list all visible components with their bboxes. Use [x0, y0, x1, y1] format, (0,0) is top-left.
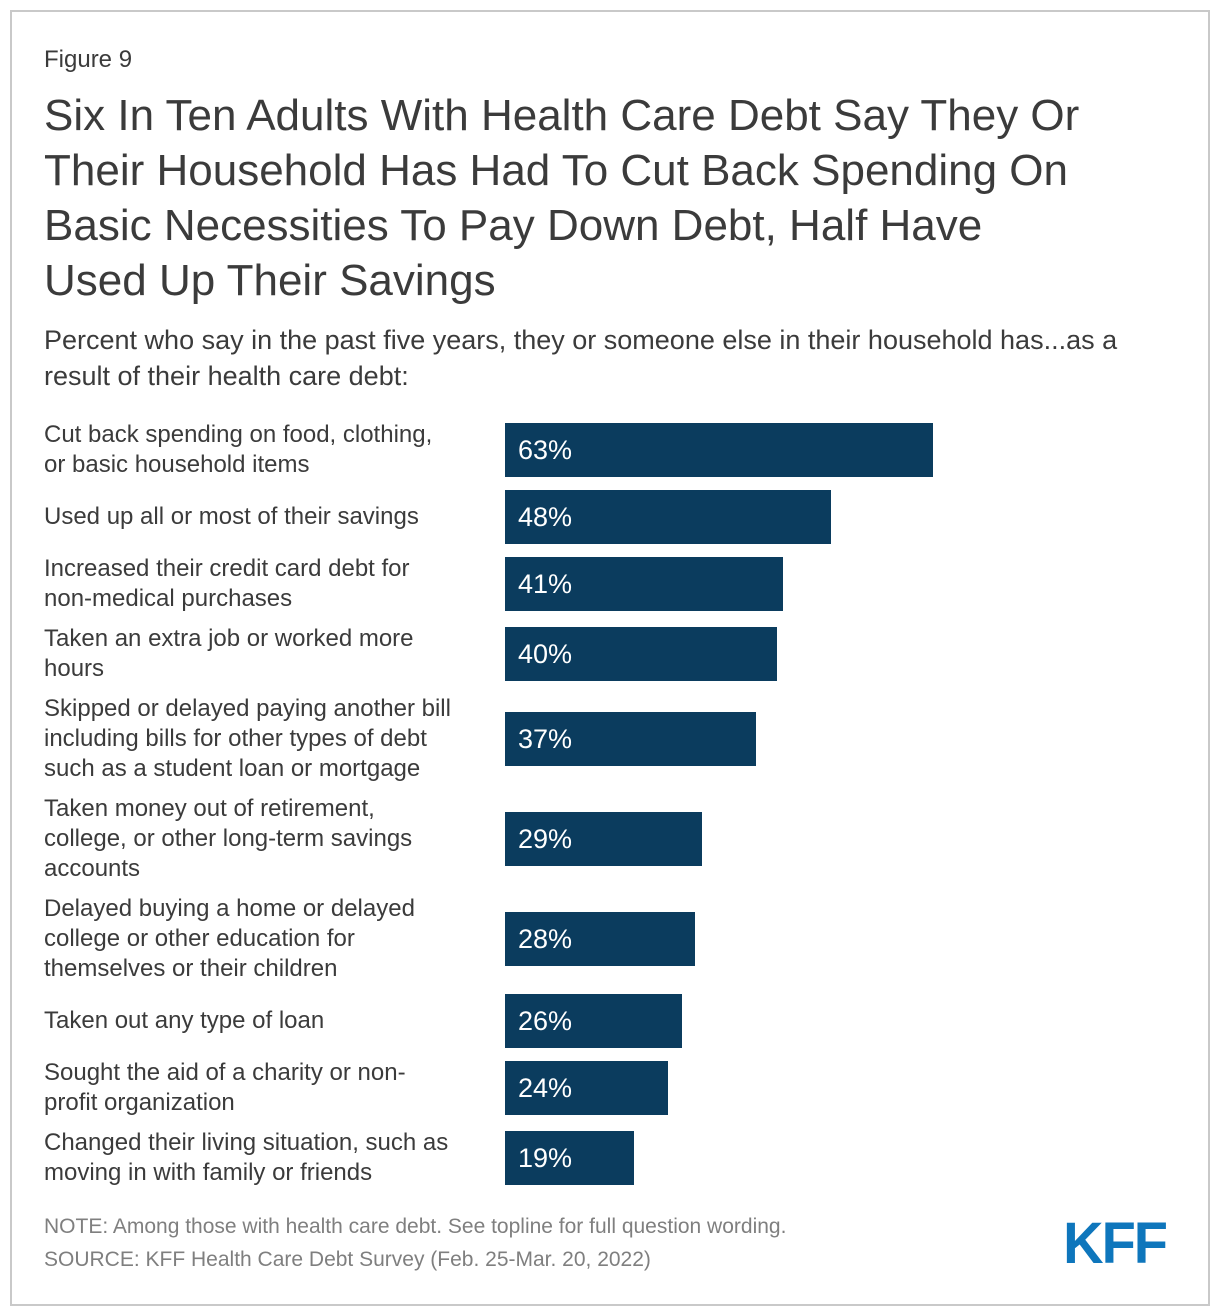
category-label: Skipped or delayed paying another bill i… — [44, 695, 451, 782]
chart-row: Used up all or most of their savings 48% — [44, 490, 1184, 544]
bar-track: 37% — [505, 712, 1184, 766]
kff-logo: KFF — [1063, 1209, 1168, 1276]
bar-value-label: 41% — [518, 568, 573, 599]
bar: 28% — [505, 912, 696, 966]
category-label: Increased their credit card debt for non… — [44, 555, 410, 612]
figure-number: Figure 9 — [44, 46, 133, 73]
footer-notes: NOTE: Among those with health care debt.… — [44, 1210, 786, 1276]
source-text: SOURCE: KFF Health Care Debt Survey (Feb… — [44, 1248, 651, 1271]
category-label: Delayed buying a home or delayed college… — [44, 895, 415, 982]
note-text: NOTE: Among those with health care debt.… — [44, 1215, 787, 1238]
bar-track: 40% — [505, 627, 1184, 681]
category-label: Changed their living situation, such as … — [44, 1129, 449, 1186]
bar-value-label: 28% — [518, 923, 573, 954]
bar: 40% — [505, 627, 777, 681]
bar-track: 24% — [505, 1061, 1184, 1115]
bar: 29% — [505, 812, 702, 866]
chart-row: Cut back spending on food, clothing, or … — [44, 420, 1184, 480]
bar: 26% — [505, 994, 682, 1048]
chart-row: Changed their living situation, such as … — [44, 1128, 1184, 1188]
chart-row: Sought the aid of a charity or non- prof… — [44, 1058, 1184, 1118]
bar-track: 48% — [505, 490, 1184, 544]
bar: 63% — [505, 423, 933, 477]
bar-value-label: 26% — [518, 1005, 573, 1036]
bar: 48% — [505, 490, 831, 544]
category-label: Sought the aid of a charity or non- prof… — [44, 1059, 406, 1116]
bar-track: 28% — [505, 912, 1184, 966]
bar-value-label: 37% — [518, 723, 573, 754]
chart-row: Taken out any type of loan 26% — [44, 994, 1184, 1048]
chart-row: Taken an extra job or worked more hours … — [44, 624, 1184, 684]
bar-track: 26% — [505, 994, 1184, 1048]
category-label: Used up all or most of their savings — [44, 503, 419, 530]
bar-value-label: 19% — [518, 1142, 573, 1173]
chart-title: Six In Ten Adults With Health Care Debt … — [44, 91, 1080, 305]
category-label: Taken out any type of loan — [44, 1007, 325, 1034]
bar: 41% — [505, 557, 784, 611]
figure-frame: Figure 9 Six In Ten Adults With Health C… — [10, 10, 1210, 1306]
bar-chart: Cut back spending on food, clothing, or … — [44, 420, 1184, 1188]
figure-footer: NOTE: Among those with health care debt.… — [44, 1210, 1184, 1276]
bar-track: 19% — [505, 1131, 1184, 1185]
bar-value-label: 29% — [518, 823, 573, 854]
bar-track: 41% — [505, 557, 1184, 611]
bar-value-label: 40% — [518, 638, 573, 669]
chart-subtitle: Percent who say in the past five years, … — [44, 325, 1118, 391]
chart-row: Delayed buying a home or delayed college… — [44, 894, 1184, 984]
chart-row: Increased their credit card debt for non… — [44, 554, 1184, 614]
chart-row: Taken money out of retirement, college, … — [44, 794, 1184, 884]
category-label: Taken an extra job or worked more hours — [44, 625, 414, 682]
bar: 24% — [505, 1061, 668, 1115]
chart-row: Skipped or delayed paying another bill i… — [44, 694, 1184, 784]
bar: 37% — [505, 712, 757, 766]
bar-value-label: 48% — [518, 501, 573, 532]
bar-track: 29% — [505, 812, 1184, 866]
bar: 19% — [505, 1131, 634, 1185]
bar-value-label: 63% — [518, 434, 573, 465]
category-label: Taken money out of retirement, college, … — [44, 795, 413, 882]
bar-value-label: 24% — [518, 1072, 573, 1103]
category-label: Cut back spending on food, clothing, or … — [44, 421, 433, 478]
bar-track: 63% — [505, 423, 1184, 477]
